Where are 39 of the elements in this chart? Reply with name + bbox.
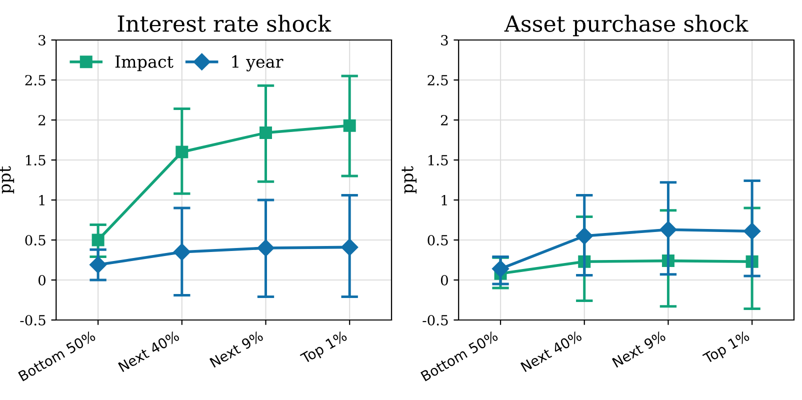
point (744, 222, 761, 240)
point (492, 260, 510, 278)
point (92, 234, 104, 246)
y-tick-label: 3 (441, 34, 448, 46)
y-tick-label: 1 (442, 194, 447, 206)
y-tick-label: 2 (38, 114, 46, 126)
point (660, 221, 677, 238)
y-tick-label: 1.5 (26, 154, 46, 166)
legend-label: 1 year (232, 55, 284, 72)
y-tick-label: 2 (440, 114, 448, 126)
chart-title: Asset purchase shock (504, 14, 748, 36)
y-axis-title: ppt (402, 166, 417, 194)
y-tick-label: 1 (39, 194, 44, 206)
point (257, 239, 274, 257)
y-tick-label: 3 (38, 34, 46, 46)
x-tick-label: Top 1% (300, 330, 349, 366)
y-tick-label: 2.5 (428, 74, 448, 86)
legend-label: Impact (115, 56, 174, 72)
x-tick-label: Next 40% (520, 330, 582, 372)
point (343, 119, 356, 132)
y-tick-label: 0 (38, 274, 46, 286)
x-tick-label: Next 9% (209, 330, 264, 368)
point (90, 256, 107, 274)
y-tick-label: 0.5 (25, 234, 46, 246)
x-tick-label: Top 1% (702, 330, 752, 366)
point (176, 146, 188, 158)
x-tick-label: Next 9% (612, 330, 666, 368)
point (576, 227, 593, 245)
point (260, 126, 272, 140)
point (173, 243, 190, 261)
y-tick-label: -0.5 (20, 314, 46, 326)
y-tick-label: 0 (440, 274, 448, 286)
point (341, 238, 358, 256)
y-tick-label: 1.5 (428, 154, 448, 166)
y-tick-label: 2.5 (25, 74, 46, 86)
x-tick-label: Next 40% (118, 330, 180, 372)
y-tick-label: 0.5 (428, 234, 448, 246)
y-tick-label: -0.5 (422, 314, 448, 326)
chart-title: Interest rate shock (118, 14, 332, 32)
